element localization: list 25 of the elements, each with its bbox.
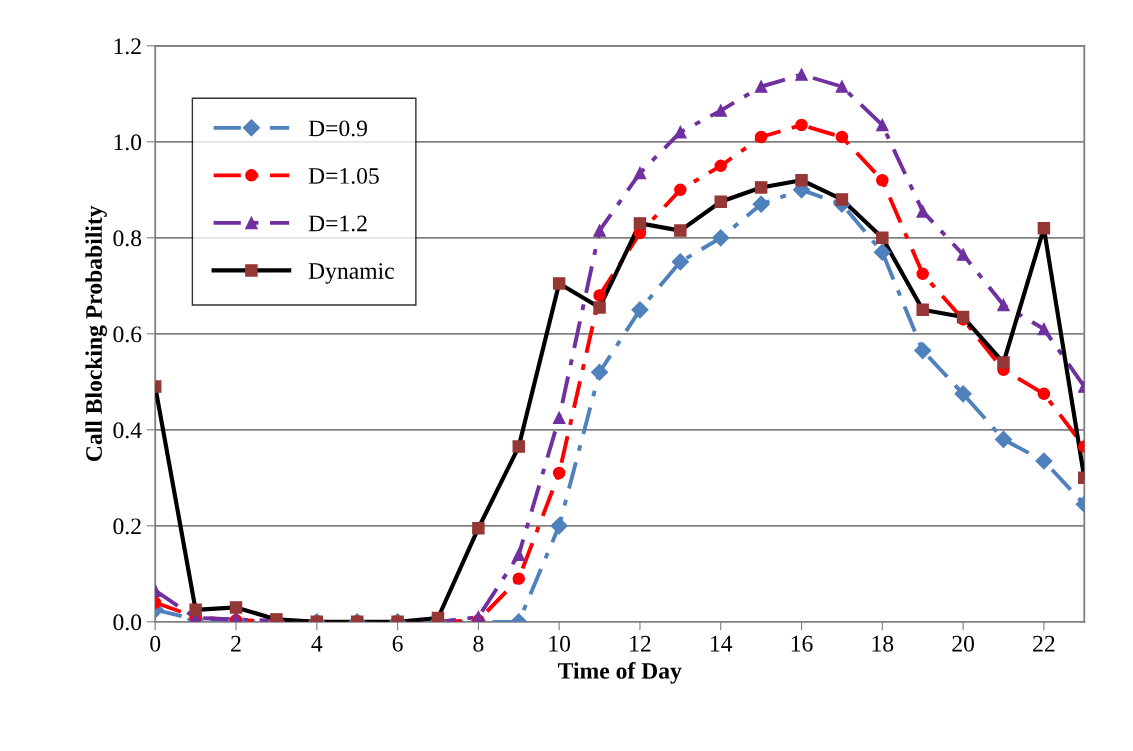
- legend-label: D=0.9: [308, 120, 367, 137]
- legend-label: Dynamic: [308, 263, 394, 284]
- x-tick-label: 4: [311, 635, 323, 652]
- x-tick-label: 0: [150, 635, 161, 652]
- x-tick-label: 2: [231, 635, 241, 652]
- y-tick-label: 0.0: [113, 614, 142, 631]
- y-axis-title: Call Blocking Probability: [85, 205, 107, 462]
- x-tick-label: 20: [952, 635, 974, 652]
- x-tick-label: 16: [791, 635, 813, 652]
- legend-label: D=1.2: [308, 215, 367, 232]
- x-axis-title: Time of Day: [558, 661, 682, 684]
- x-tick-label: 14: [711, 635, 733, 652]
- x-tick-label: 22: [1033, 635, 1055, 652]
- x-tick-label: 10: [549, 635, 571, 652]
- x-tick-label: 8: [473, 635, 484, 652]
- x-tick-label: 18: [872, 635, 894, 652]
- y-tick-label: 1.0: [114, 134, 142, 151]
- x-tick-label: 12: [630, 635, 651, 652]
- legend-label: D=1.05: [308, 167, 379, 184]
- y-tick-label: 0.8: [113, 230, 142, 247]
- y-tick-label: 0.6: [113, 326, 142, 343]
- x-tick-label: 6: [392, 635, 403, 652]
- y-tick-label: 1.2: [114, 38, 141, 55]
- y-tick-label: 0.2: [113, 518, 141, 535]
- y-tick-label: 0.4: [113, 422, 142, 439]
